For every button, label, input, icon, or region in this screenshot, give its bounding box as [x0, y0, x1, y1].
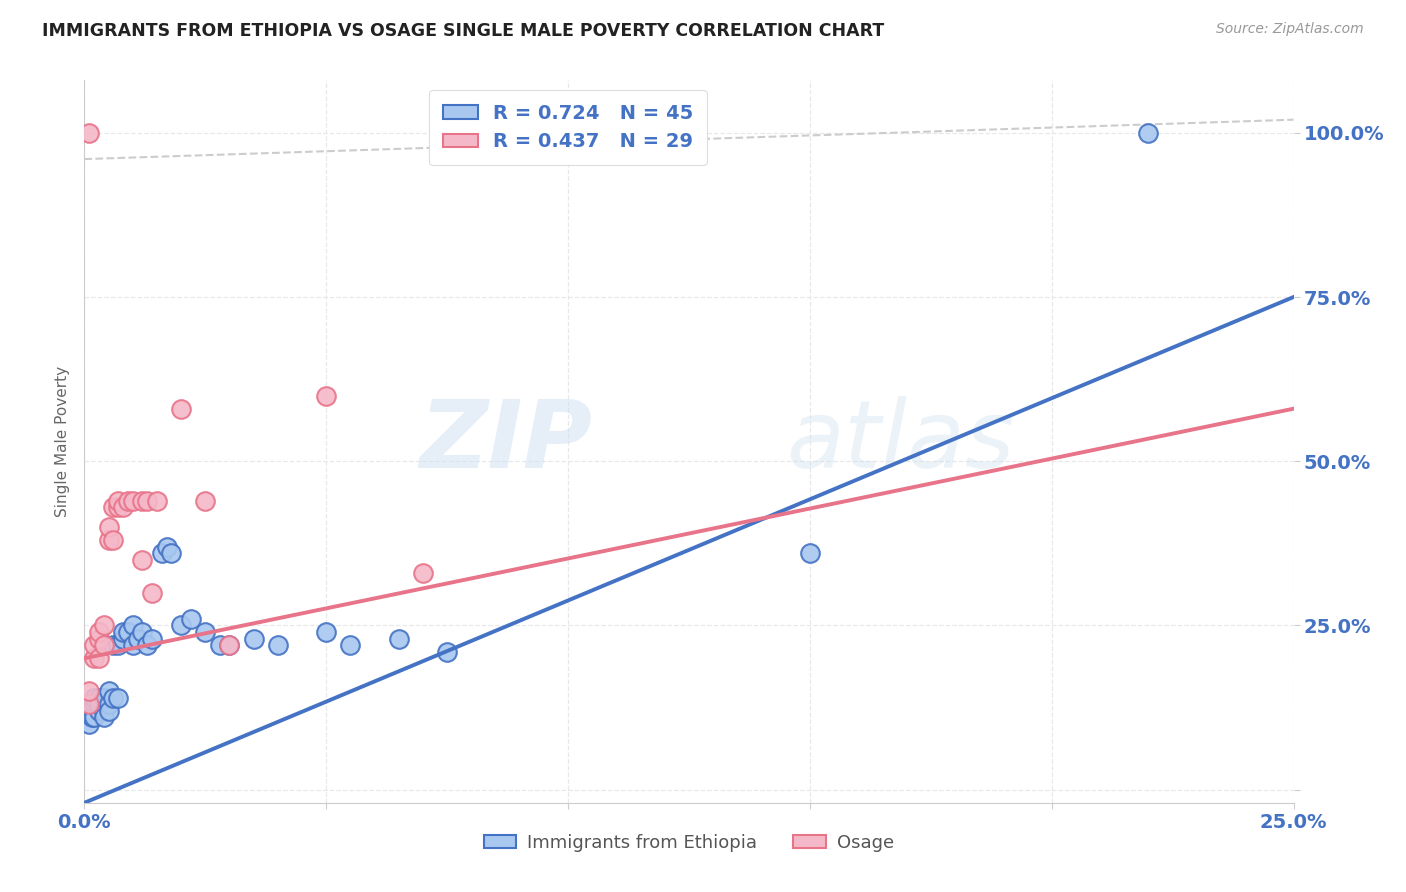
Point	[117, 625, 139, 640]
Point	[141, 632, 163, 646]
Text: Source: ZipAtlas.com: Source: ZipAtlas.com	[1216, 22, 1364, 37]
Point	[799, 546, 821, 560]
Point	[76, 698, 98, 712]
Point	[170, 401, 193, 416]
Point	[83, 710, 105, 724]
Point	[388, 632, 411, 646]
Point	[80, 710, 103, 724]
Point	[121, 638, 143, 652]
Point	[141, 585, 163, 599]
Point	[93, 690, 115, 705]
Point	[97, 698, 120, 712]
Point	[87, 625, 110, 640]
Text: ZIP: ZIP	[419, 395, 592, 488]
Legend: Immigrants from Ethiopia, Osage: Immigrants from Ethiopia, Osage	[477, 826, 901, 859]
Point	[87, 704, 110, 718]
Point	[339, 638, 361, 652]
Point	[77, 704, 100, 718]
Point	[107, 500, 129, 515]
Point	[131, 493, 153, 508]
Point	[242, 632, 264, 646]
Point	[1137, 126, 1160, 140]
Point	[267, 638, 290, 652]
Point	[87, 698, 110, 712]
Point	[131, 553, 153, 567]
Point	[77, 126, 100, 140]
Point	[121, 493, 143, 508]
Point	[107, 493, 129, 508]
Point	[170, 618, 193, 632]
Point	[97, 533, 120, 547]
Point	[103, 638, 125, 652]
Text: atlas: atlas	[786, 396, 1014, 487]
Point	[97, 520, 120, 534]
Y-axis label: Single Male Poverty: Single Male Poverty	[55, 366, 70, 517]
Point	[107, 690, 129, 705]
Point	[93, 618, 115, 632]
Point	[436, 645, 458, 659]
Point	[218, 638, 240, 652]
Point	[97, 704, 120, 718]
Point	[103, 533, 125, 547]
Point	[77, 698, 100, 712]
Point	[160, 546, 183, 560]
Point	[77, 717, 100, 731]
Point	[93, 710, 115, 724]
Point	[83, 698, 105, 712]
Point	[83, 690, 105, 705]
Point	[83, 638, 105, 652]
Point	[87, 651, 110, 665]
Point	[127, 632, 149, 646]
Point	[315, 388, 337, 402]
Point	[136, 493, 159, 508]
Point	[117, 493, 139, 508]
Point	[87, 632, 110, 646]
Point	[150, 546, 173, 560]
Point	[103, 500, 125, 515]
Point	[87, 690, 110, 705]
Point	[180, 612, 202, 626]
Text: IMMIGRANTS FROM ETHIOPIA VS OSAGE SINGLE MALE POVERTY CORRELATION CHART: IMMIGRANTS FROM ETHIOPIA VS OSAGE SINGLE…	[42, 22, 884, 40]
Point	[208, 638, 231, 652]
Point	[131, 625, 153, 640]
Point	[83, 651, 105, 665]
Point	[112, 500, 135, 515]
Point	[315, 625, 337, 640]
Point	[77, 684, 100, 698]
Point	[194, 493, 217, 508]
Point	[112, 625, 135, 640]
Point	[97, 684, 120, 698]
Point	[107, 638, 129, 652]
Point	[412, 566, 434, 580]
Point	[93, 704, 115, 718]
Point	[146, 493, 169, 508]
Point	[121, 618, 143, 632]
Point	[103, 690, 125, 705]
Point	[93, 638, 115, 652]
Point	[112, 632, 135, 646]
Point	[218, 638, 240, 652]
Point	[136, 638, 159, 652]
Point	[194, 625, 217, 640]
Point	[155, 540, 177, 554]
